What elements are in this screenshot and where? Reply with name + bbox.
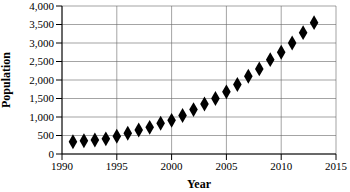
svg-text:2,500: 2,500 bbox=[29, 55, 54, 67]
svg-text:2010: 2010 bbox=[270, 160, 293, 172]
svg-text:1990: 1990 bbox=[51, 160, 74, 172]
svg-text:2015: 2015 bbox=[325, 160, 342, 172]
svg-text:4,000: 4,000 bbox=[29, 0, 54, 12]
svg-text:1995: 1995 bbox=[106, 160, 129, 172]
svg-text:500: 500 bbox=[38, 129, 55, 141]
svg-text:2000: 2000 bbox=[161, 160, 184, 172]
svg-text:Year: Year bbox=[187, 177, 212, 191]
svg-text:0: 0 bbox=[49, 148, 55, 160]
svg-text:1,500: 1,500 bbox=[29, 92, 54, 104]
svg-text:2,000: 2,000 bbox=[29, 74, 54, 86]
svg-text:3,000: 3,000 bbox=[29, 37, 54, 49]
svg-text:Population: Population bbox=[8, 52, 13, 108]
svg-text:1,000: 1,000 bbox=[29, 111, 54, 123]
svg-text:2005: 2005 bbox=[215, 160, 238, 172]
svg-text:3,500: 3,500 bbox=[29, 18, 54, 30]
